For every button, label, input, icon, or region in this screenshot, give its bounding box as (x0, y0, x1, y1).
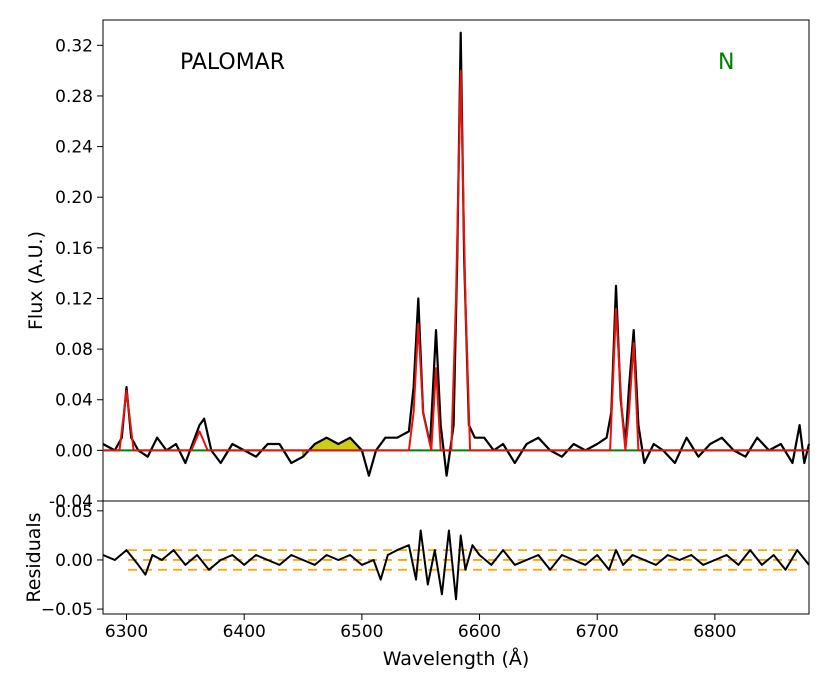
flux-y-axis-label: Flux (A.U.) (25, 231, 47, 330)
flux-series (102, 31, 811, 477)
flux-y-tick-label: 0.32 (55, 36, 93, 56)
flux-y-tick-label: 0.28 (55, 87, 93, 107)
wavelength-x-tick-label: 6600 (458, 622, 501, 642)
flux-y-tick-label: 0.04 (55, 391, 93, 411)
residual-series (102, 529, 810, 601)
wavelength-x-tick-label: 6700 (576, 622, 619, 642)
residuals-y-axis-label: Residuals (23, 512, 45, 602)
flux-y-ticks: -0.04 0.00 0.04 0.08 0.12 0.16 0.20 0.24 0.28 0.3… (49, 36, 103, 512)
flux-y-tick-label: 0.08 (55, 340, 93, 360)
wavelength-x-tick-label: 6500 (340, 622, 383, 642)
wavelength-x-ticks: 6300 6400 6500 6600 6700 6800 (105, 614, 736, 642)
flux-y-tick-label: -0.04 (49, 492, 93, 512)
flux-y-tick-label: 0.24 (55, 138, 93, 158)
flux-y-tick-label: 0.00 (55, 441, 93, 461)
residuals-y-ticks: −0.05 0.00 0.05 (41, 502, 103, 620)
wavelength-x-axis-label: Wavelength (Å) (383, 647, 530, 670)
wavelength-x-tick-label: 6300 (105, 622, 148, 642)
residuals-y-tick-label: 0.00 (55, 551, 93, 571)
residuals-panel-frame (102, 500, 810, 615)
residuals-y-tick-label: 0.05 (55, 502, 93, 522)
n-annotation: N (718, 50, 734, 75)
residuals-y-tick-label: −0.05 (41, 600, 93, 620)
model-spectrum-line (103, 69, 809, 452)
wavelength-x-tick-label: 6400 (223, 622, 266, 642)
residuals-line (102, 529, 810, 601)
flux-panel: -0.04 0.00 0.04 0.08 0.12 0.16 0.20 0.24 0.28 0.3… (25, 19, 811, 512)
residuals-panel: −0.05 0.00 0.05 6300 6400 6500 6600 6700 6800 R… (23, 500, 810, 670)
wavelength-x-tick-label: 6800 (693, 622, 736, 642)
palomar-annotation: PALOMAR (180, 50, 285, 75)
flux-y-tick-label: 0.12 (55, 289, 93, 309)
flux-y-tick-label: 0.16 (55, 239, 93, 259)
flux-y-tick-label: 0.20 (55, 188, 93, 208)
